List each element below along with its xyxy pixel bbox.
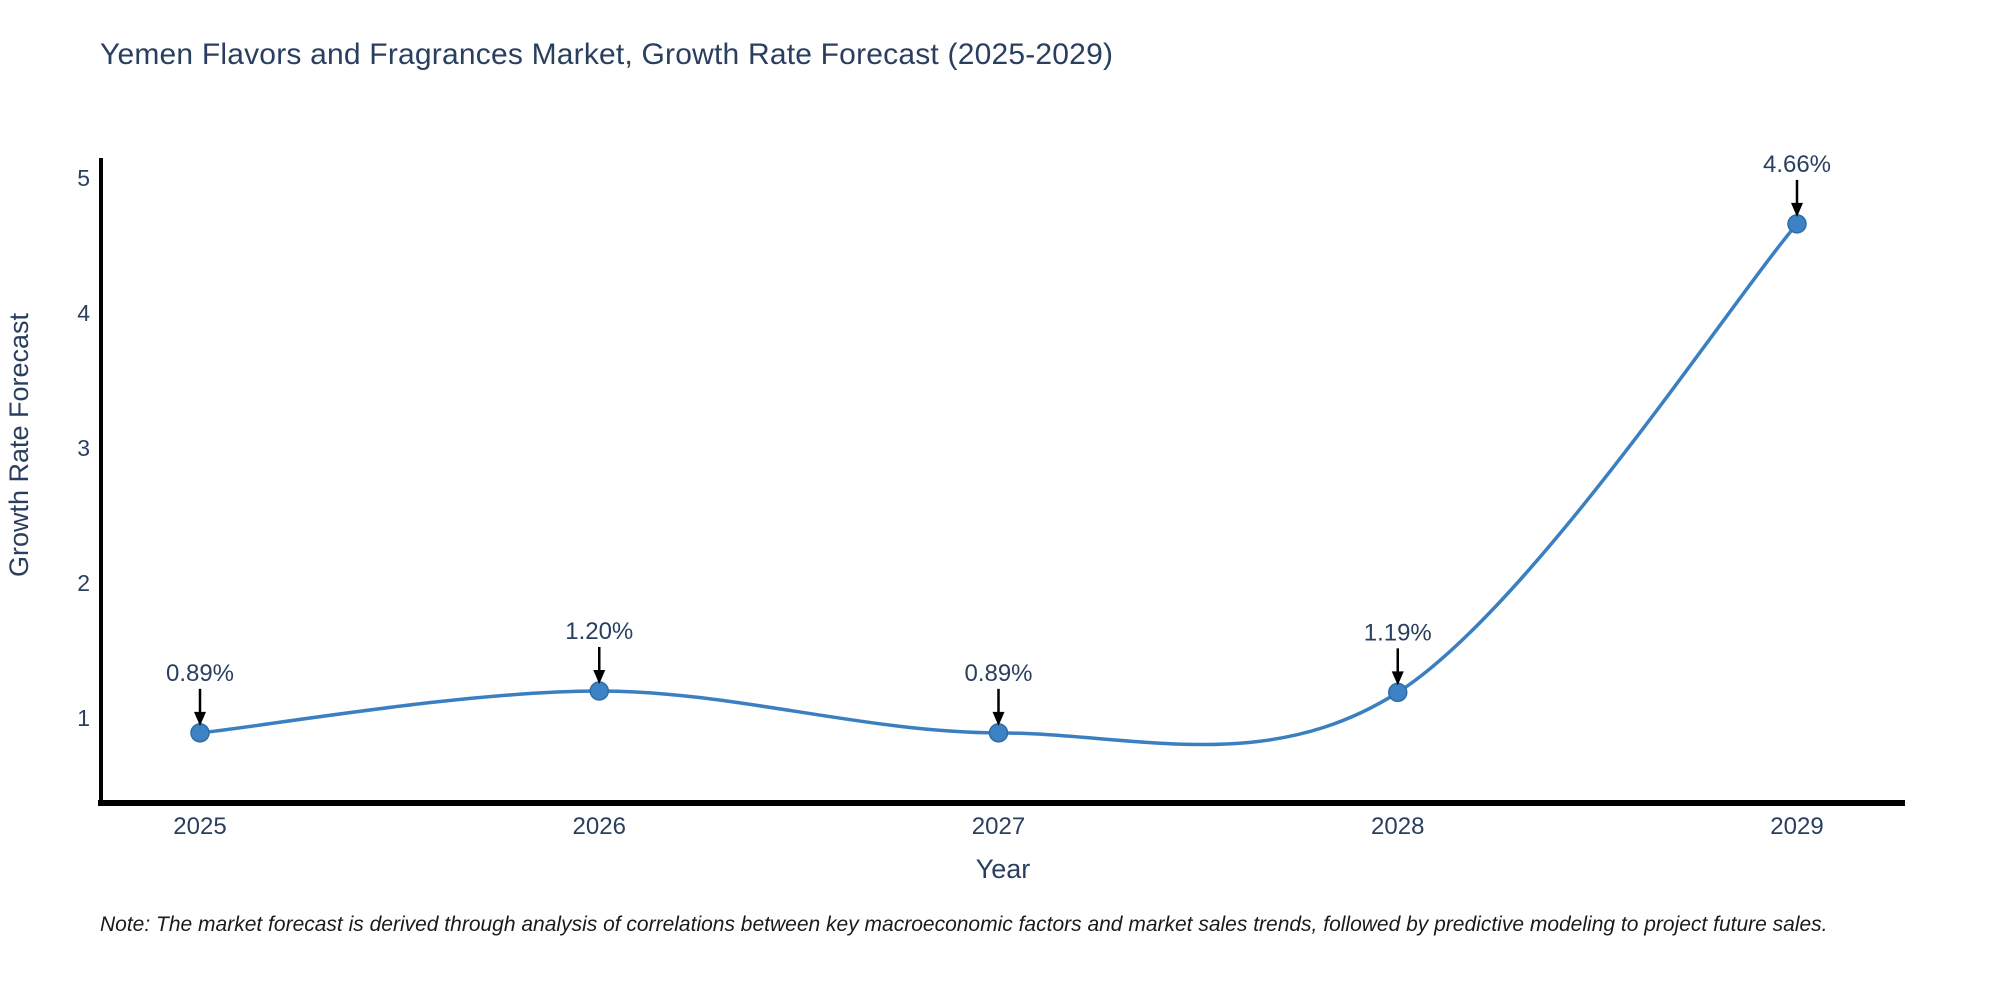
x-tick-label: 2029 xyxy=(1770,813,1823,840)
y-tick-label: 2 xyxy=(77,570,90,596)
annotation-label: 4.66% xyxy=(1763,151,1831,178)
y-axis-title: Growth Rate Forecast xyxy=(4,312,34,577)
x-tick-label: 2025 xyxy=(173,813,226,840)
trend-line xyxy=(198,222,1799,747)
growth-rate-line-chart: 1 2 3 4 5 2025 2026 2027 2028 2029 Growth Rate For… xyxy=(4,151,1905,884)
data-point-marker xyxy=(190,723,210,743)
x-tick-label: 2026 xyxy=(573,813,626,840)
y-tick-label: 4 xyxy=(77,300,90,326)
y-tick-label: 3 xyxy=(77,435,90,461)
x-tick-label: 2028 xyxy=(1371,813,1424,840)
data-point-marker xyxy=(1787,214,1807,234)
x-tick-label: 2027 xyxy=(972,813,1025,840)
data-point-marker xyxy=(589,681,609,701)
chart-title: Yemen Flavors and Fragrances Market, Gro… xyxy=(100,38,1114,71)
annotation-label: 1.19% xyxy=(1364,619,1432,646)
x-axis-title: Year xyxy=(976,854,1031,884)
y-tick-label: 1 xyxy=(77,705,90,731)
annotation-arrow-head xyxy=(593,670,606,684)
annotation-arrow-head xyxy=(194,711,206,726)
data-point-marker xyxy=(988,723,1009,743)
annotation-arrow-head xyxy=(1391,671,1404,686)
data-point-marker xyxy=(1388,682,1408,703)
footnote: Note: The market forecast is derived thr… xyxy=(100,913,1828,936)
annotation-arrow-head xyxy=(992,711,1005,726)
annotation-arrow-head xyxy=(1791,202,1803,217)
annotation-label: 0.89% xyxy=(166,660,234,687)
annotation-label: 1.20% xyxy=(565,618,633,645)
y-tick-label: 5 xyxy=(77,165,90,191)
annotation-label: 0.89% xyxy=(964,660,1032,687)
